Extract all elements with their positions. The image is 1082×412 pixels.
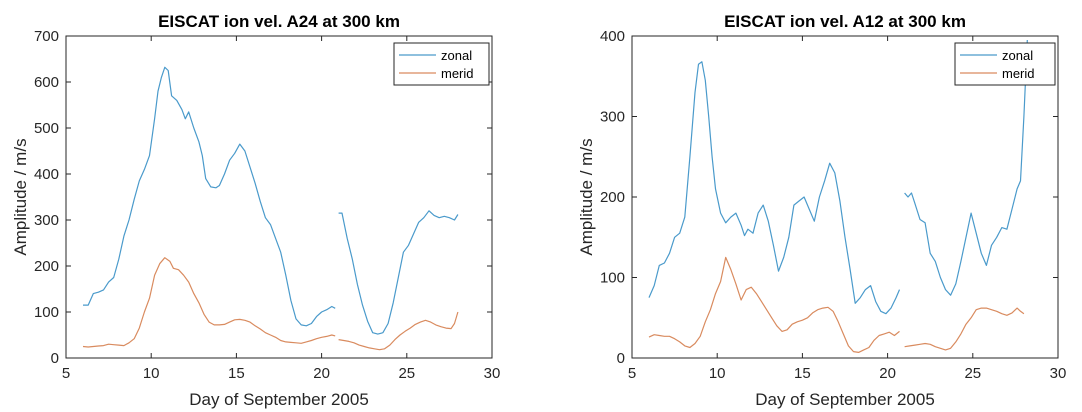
plot-area-frame bbox=[65, 35, 493, 359]
plot-area-frame bbox=[631, 35, 1059, 359]
x-axis-label: Day of September 2005 bbox=[755, 390, 935, 409]
y-tick-label: 400 bbox=[600, 28, 625, 45]
legend-box bbox=[393, 42, 490, 86]
y-tick-label: 400 bbox=[34, 166, 59, 183]
series-line-zonal bbox=[648, 61, 901, 315]
y-tick-label: 700 bbox=[34, 28, 59, 45]
x-tick-label: 30 bbox=[1050, 365, 1067, 382]
x-tick-label: 5 bbox=[62, 365, 70, 382]
legend: zonal merid bbox=[393, 42, 490, 86]
y-tick-label: 100 bbox=[600, 270, 625, 287]
series-merid bbox=[648, 256, 1025, 353]
legend-label-merid: merid bbox=[1002, 66, 1035, 81]
chart-title: EISCAT ion vel. A24 at 300 km bbox=[158, 12, 400, 31]
x-tick-label: 30 bbox=[484, 365, 501, 382]
x-axis-label: Day of September 2005 bbox=[189, 390, 369, 409]
chart-panel-1: 5 10 15 20 25 300100200300400500600700EISCAT … bbox=[11, 12, 500, 409]
series-zonal bbox=[648, 39, 1028, 315]
y-tick-label: 300 bbox=[600, 109, 625, 126]
x-tick-label: 25 bbox=[398, 365, 415, 382]
legend: zonal merid bbox=[954, 42, 1056, 86]
series-zonal bbox=[83, 66, 459, 335]
y-tick-label: 300 bbox=[34, 212, 59, 229]
x-tick-label: 20 bbox=[879, 365, 896, 382]
series-line-zonal bbox=[904, 39, 1028, 296]
legend-label-merid: merid bbox=[441, 66, 474, 81]
y-tick-label: 600 bbox=[34, 74, 59, 91]
y-tick-label: 200 bbox=[600, 189, 625, 206]
y-tick-label: 0 bbox=[617, 350, 625, 367]
series-merid bbox=[82, 257, 459, 351]
x-tick-label: 25 bbox=[964, 365, 981, 382]
y-tick-label: 200 bbox=[34, 258, 59, 275]
series-line-merid bbox=[648, 256, 900, 353]
series-line-zonal bbox=[83, 66, 336, 327]
y-tick-label: 100 bbox=[34, 304, 59, 321]
series-line-merid bbox=[904, 307, 1025, 351]
legend-box bbox=[954, 42, 1056, 86]
series-line-merid bbox=[82, 257, 336, 348]
legend-label-zonal: zonal bbox=[441, 48, 472, 63]
y-axis-label: Amplitude / m/s bbox=[577, 138, 596, 255]
y-tick-label: 500 bbox=[34, 120, 59, 137]
series-line-zonal bbox=[338, 210, 459, 335]
x-tick-label: 10 bbox=[143, 365, 160, 382]
y-tick-label: 0 bbox=[51, 350, 59, 367]
x-tick-label: 15 bbox=[228, 365, 245, 382]
series-line-merid bbox=[338, 311, 459, 351]
chart-title: EISCAT ion vel. A12 at 300 km bbox=[724, 12, 966, 31]
x-tick-label: 10 bbox=[709, 365, 726, 382]
x-tick-label: 5 bbox=[628, 365, 636, 382]
x-tick-label: 15 bbox=[794, 365, 811, 382]
y-axis-label: Amplitude / m/s bbox=[11, 138, 30, 255]
legend-label-zonal: zonal bbox=[1002, 48, 1033, 63]
x-tick-label: 20 bbox=[313, 365, 330, 382]
